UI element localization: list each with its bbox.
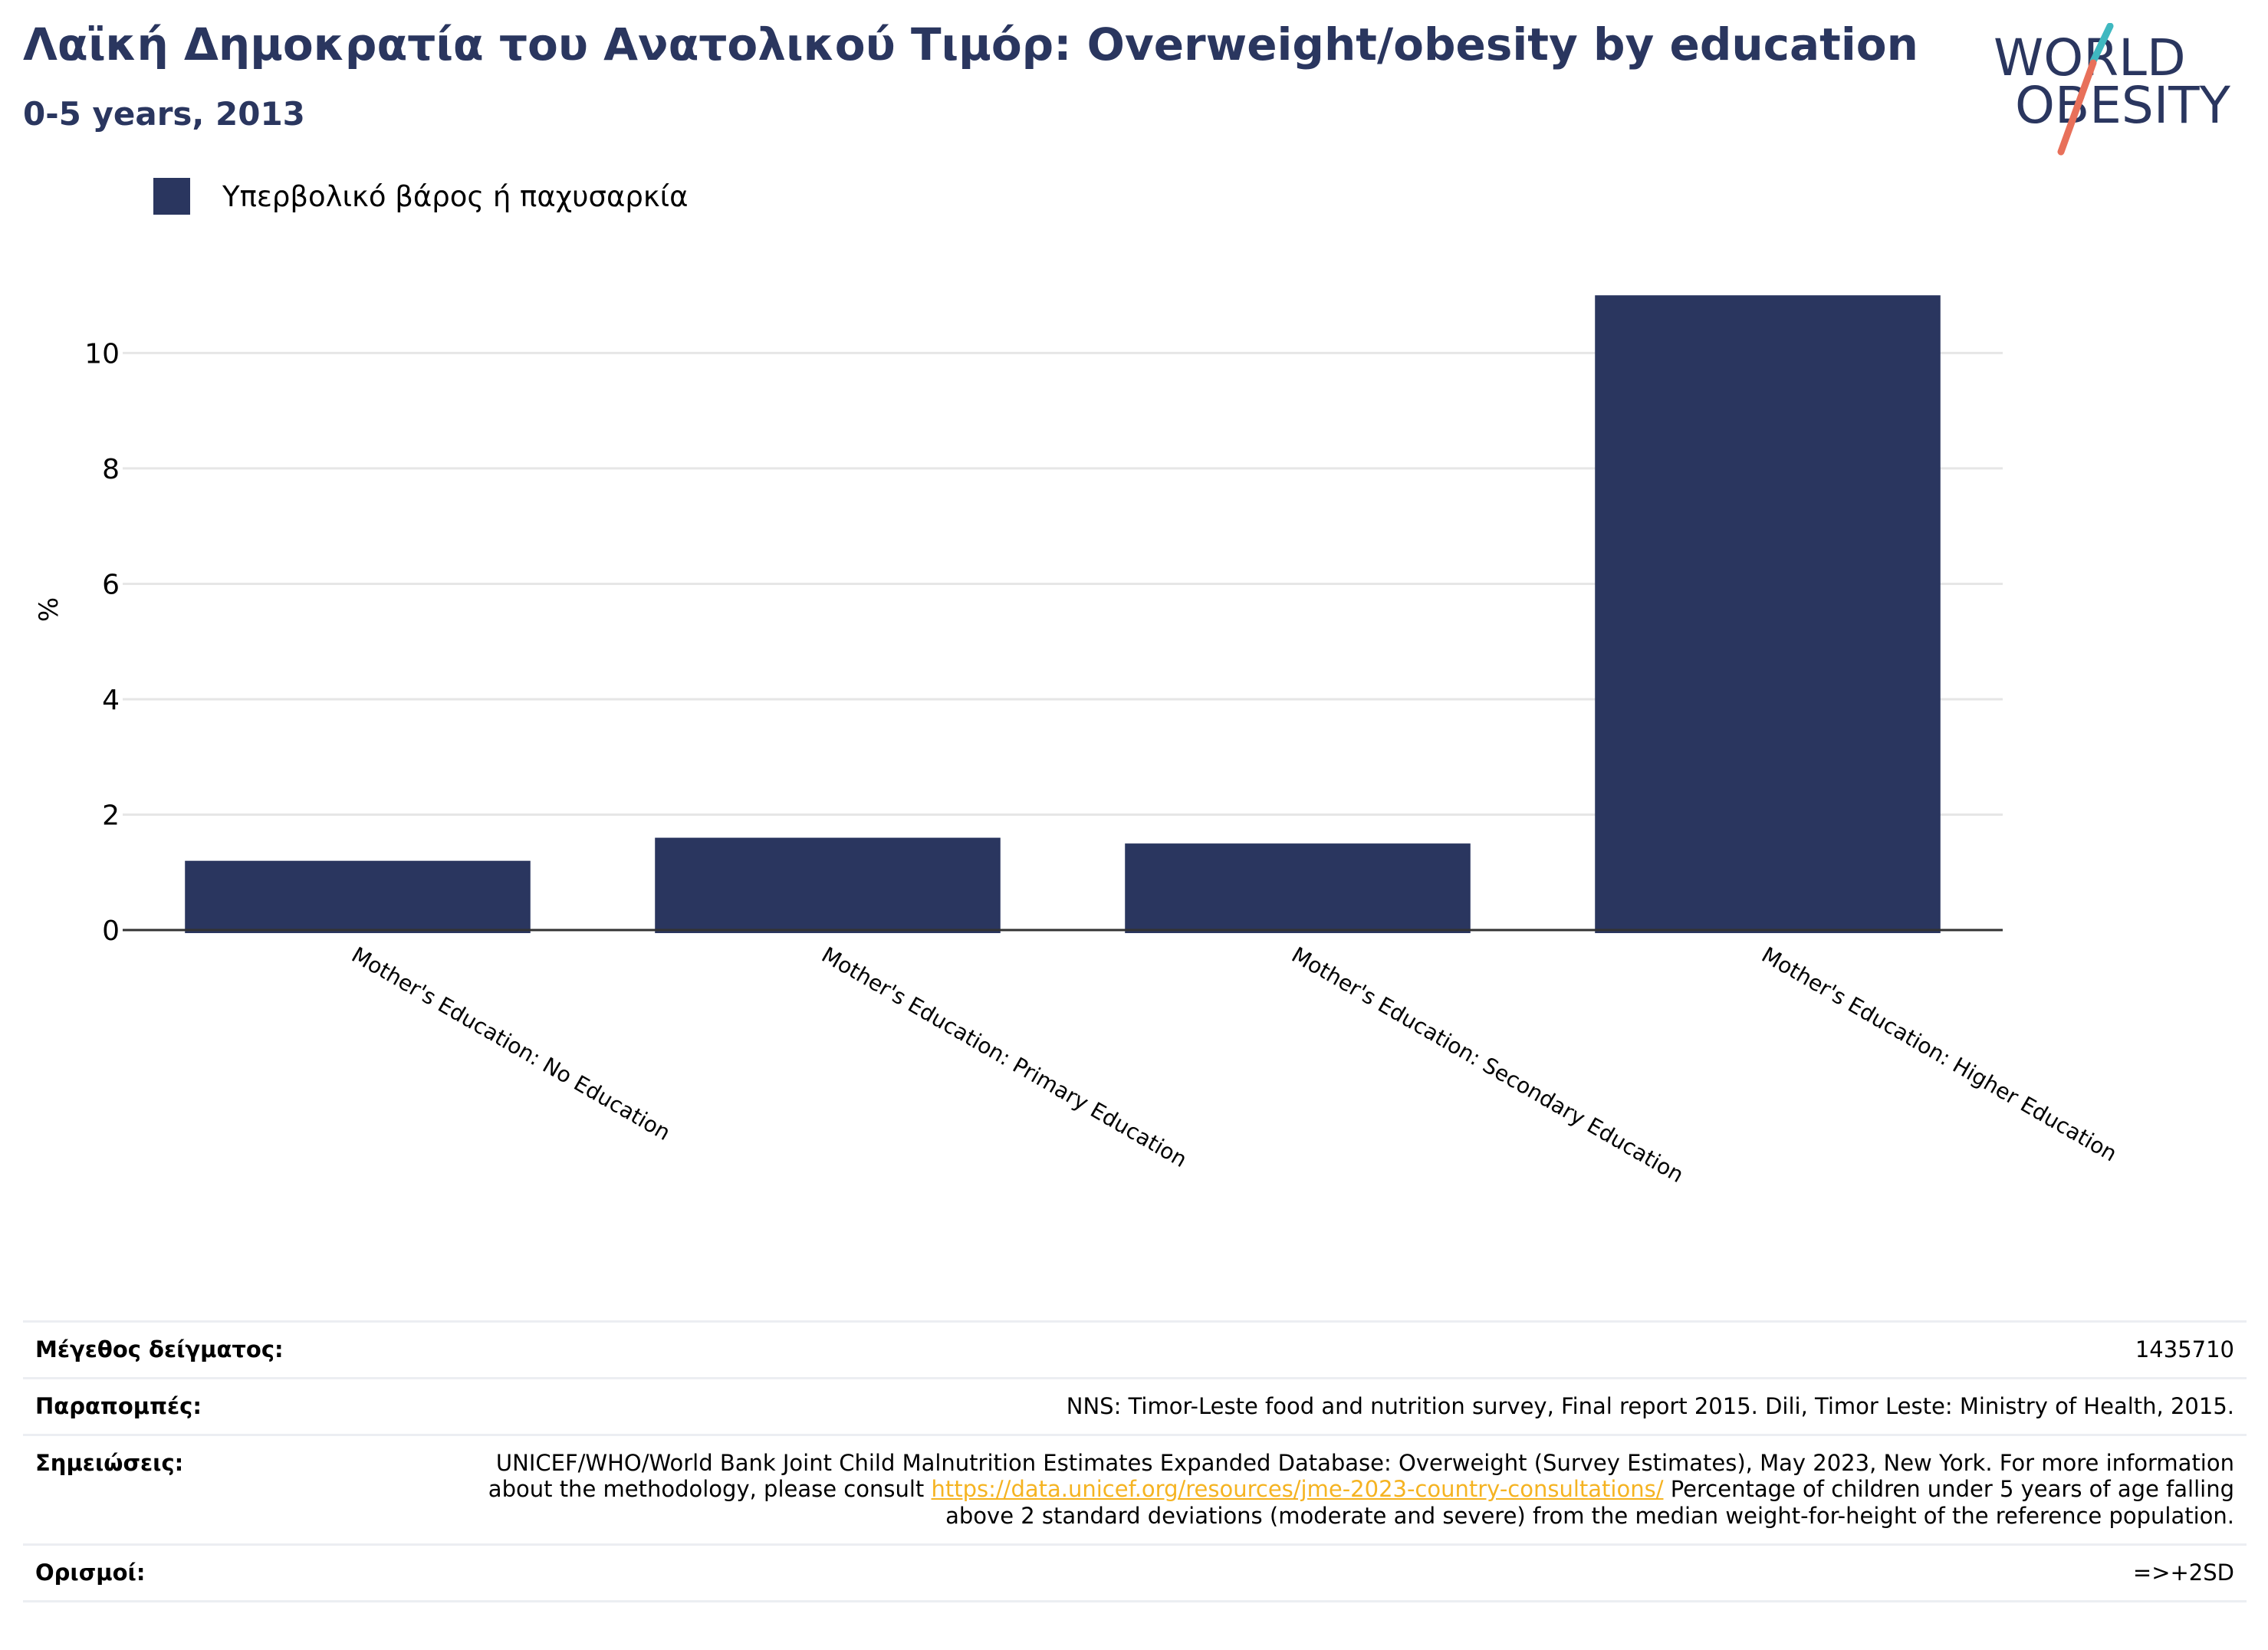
y-tick-label: 10 — [84, 338, 120, 370]
info-table: Μέγεθος δείγματος: 1435710 Παραπομπές: N… — [23, 1320, 2247, 1602]
y-tick-label: 6 — [102, 569, 120, 600]
notes-row: Σημειώσεις: UNICEF/WHO/World Bank Joint … — [23, 1433, 2247, 1546]
definitions-value: =>+2SD — [431, 1543, 2247, 1602]
sample-size-label: Μέγεθος δείγματος: — [23, 1320, 431, 1379]
notes-label: Σημειώσεις: — [23, 1433, 431, 1546]
definitions-row: Ορισμοί: =>+2SD — [23, 1543, 2247, 1602]
logo-slash-top — [2089, 23, 2114, 65]
world-obesity-logo: WORLD OBESITY — [1994, 23, 2231, 156]
references-value: NNS: Timor-Leste food and nutrition surv… — [431, 1376, 2247, 1436]
references-label: Παραπομπές: — [23, 1376, 431, 1436]
logo-slash-bottom — [2057, 59, 2097, 156]
y-tick-labels: 0 2 4 6 8 10 — [84, 338, 120, 947]
bar — [185, 860, 531, 933]
y-axis-label: % — [34, 597, 64, 622]
definitions-label: Ορισμοί: — [23, 1543, 431, 1602]
x-tick-label: Mother's Education: Primary Education — [817, 942, 1192, 1172]
y-tick-label: 0 — [102, 915, 120, 947]
chart-title: Λαϊκή Δημοκρατία του Ανατολικού Τιμόρ: O… — [23, 18, 1918, 71]
sample-size-value: 1435710 — [431, 1320, 2247, 1379]
bar — [655, 837, 1001, 933]
x-tick-labels: Mother's Education: No Education Mother's… — [347, 942, 2122, 1188]
sample-size-row: Μέγεθος δείγματος: 1435710 — [23, 1320, 2247, 1379]
chart-legend: Υπερβολικό βάρος ή παχυσαρκία — [153, 178, 689, 215]
bar — [1125, 843, 1471, 933]
legend-label: Υπερβολικό βάρος ή παχυσαρκία — [222, 179, 689, 213]
notes-text-before: UNICEF/WHO/World Bank Joint Child Malnut… — [488, 1449, 2234, 1503]
bars — [185, 295, 1941, 934]
notes-text-after: Percentage of children under 5 years of … — [945, 1476, 2234, 1530]
bar — [1595, 295, 1941, 934]
legend-swatch — [153, 178, 190, 215]
x-tick-label: Mother's Education: Secondary Education — [1287, 942, 1688, 1188]
notes-value: UNICEF/WHO/World Bank Joint Child Malnut… — [431, 1433, 2247, 1546]
logo-line2: OBESITY — [2015, 76, 2231, 135]
y-tick-label: 2 — [102, 800, 120, 831]
x-tick-label: Mother's Education: Higher Education — [1757, 942, 2122, 1166]
methodology-link[interactable]: https://data.unicef.org/resources/jme-20… — [931, 1476, 1664, 1503]
references-row: Παραπομπές: NNS: Timor-Leste food and nu… — [23, 1376, 2247, 1436]
chart-subtitle: 0-5 years, 2013 — [23, 95, 305, 133]
y-tick-label: 8 — [102, 454, 120, 485]
x-tick-label: Mother's Education: No Education — [347, 942, 675, 1145]
bar-chart: 0 2 4 6 8 10 Mother's Education: No Education… — [34, 295, 2122, 1188]
y-tick-label: 4 — [102, 685, 120, 716]
